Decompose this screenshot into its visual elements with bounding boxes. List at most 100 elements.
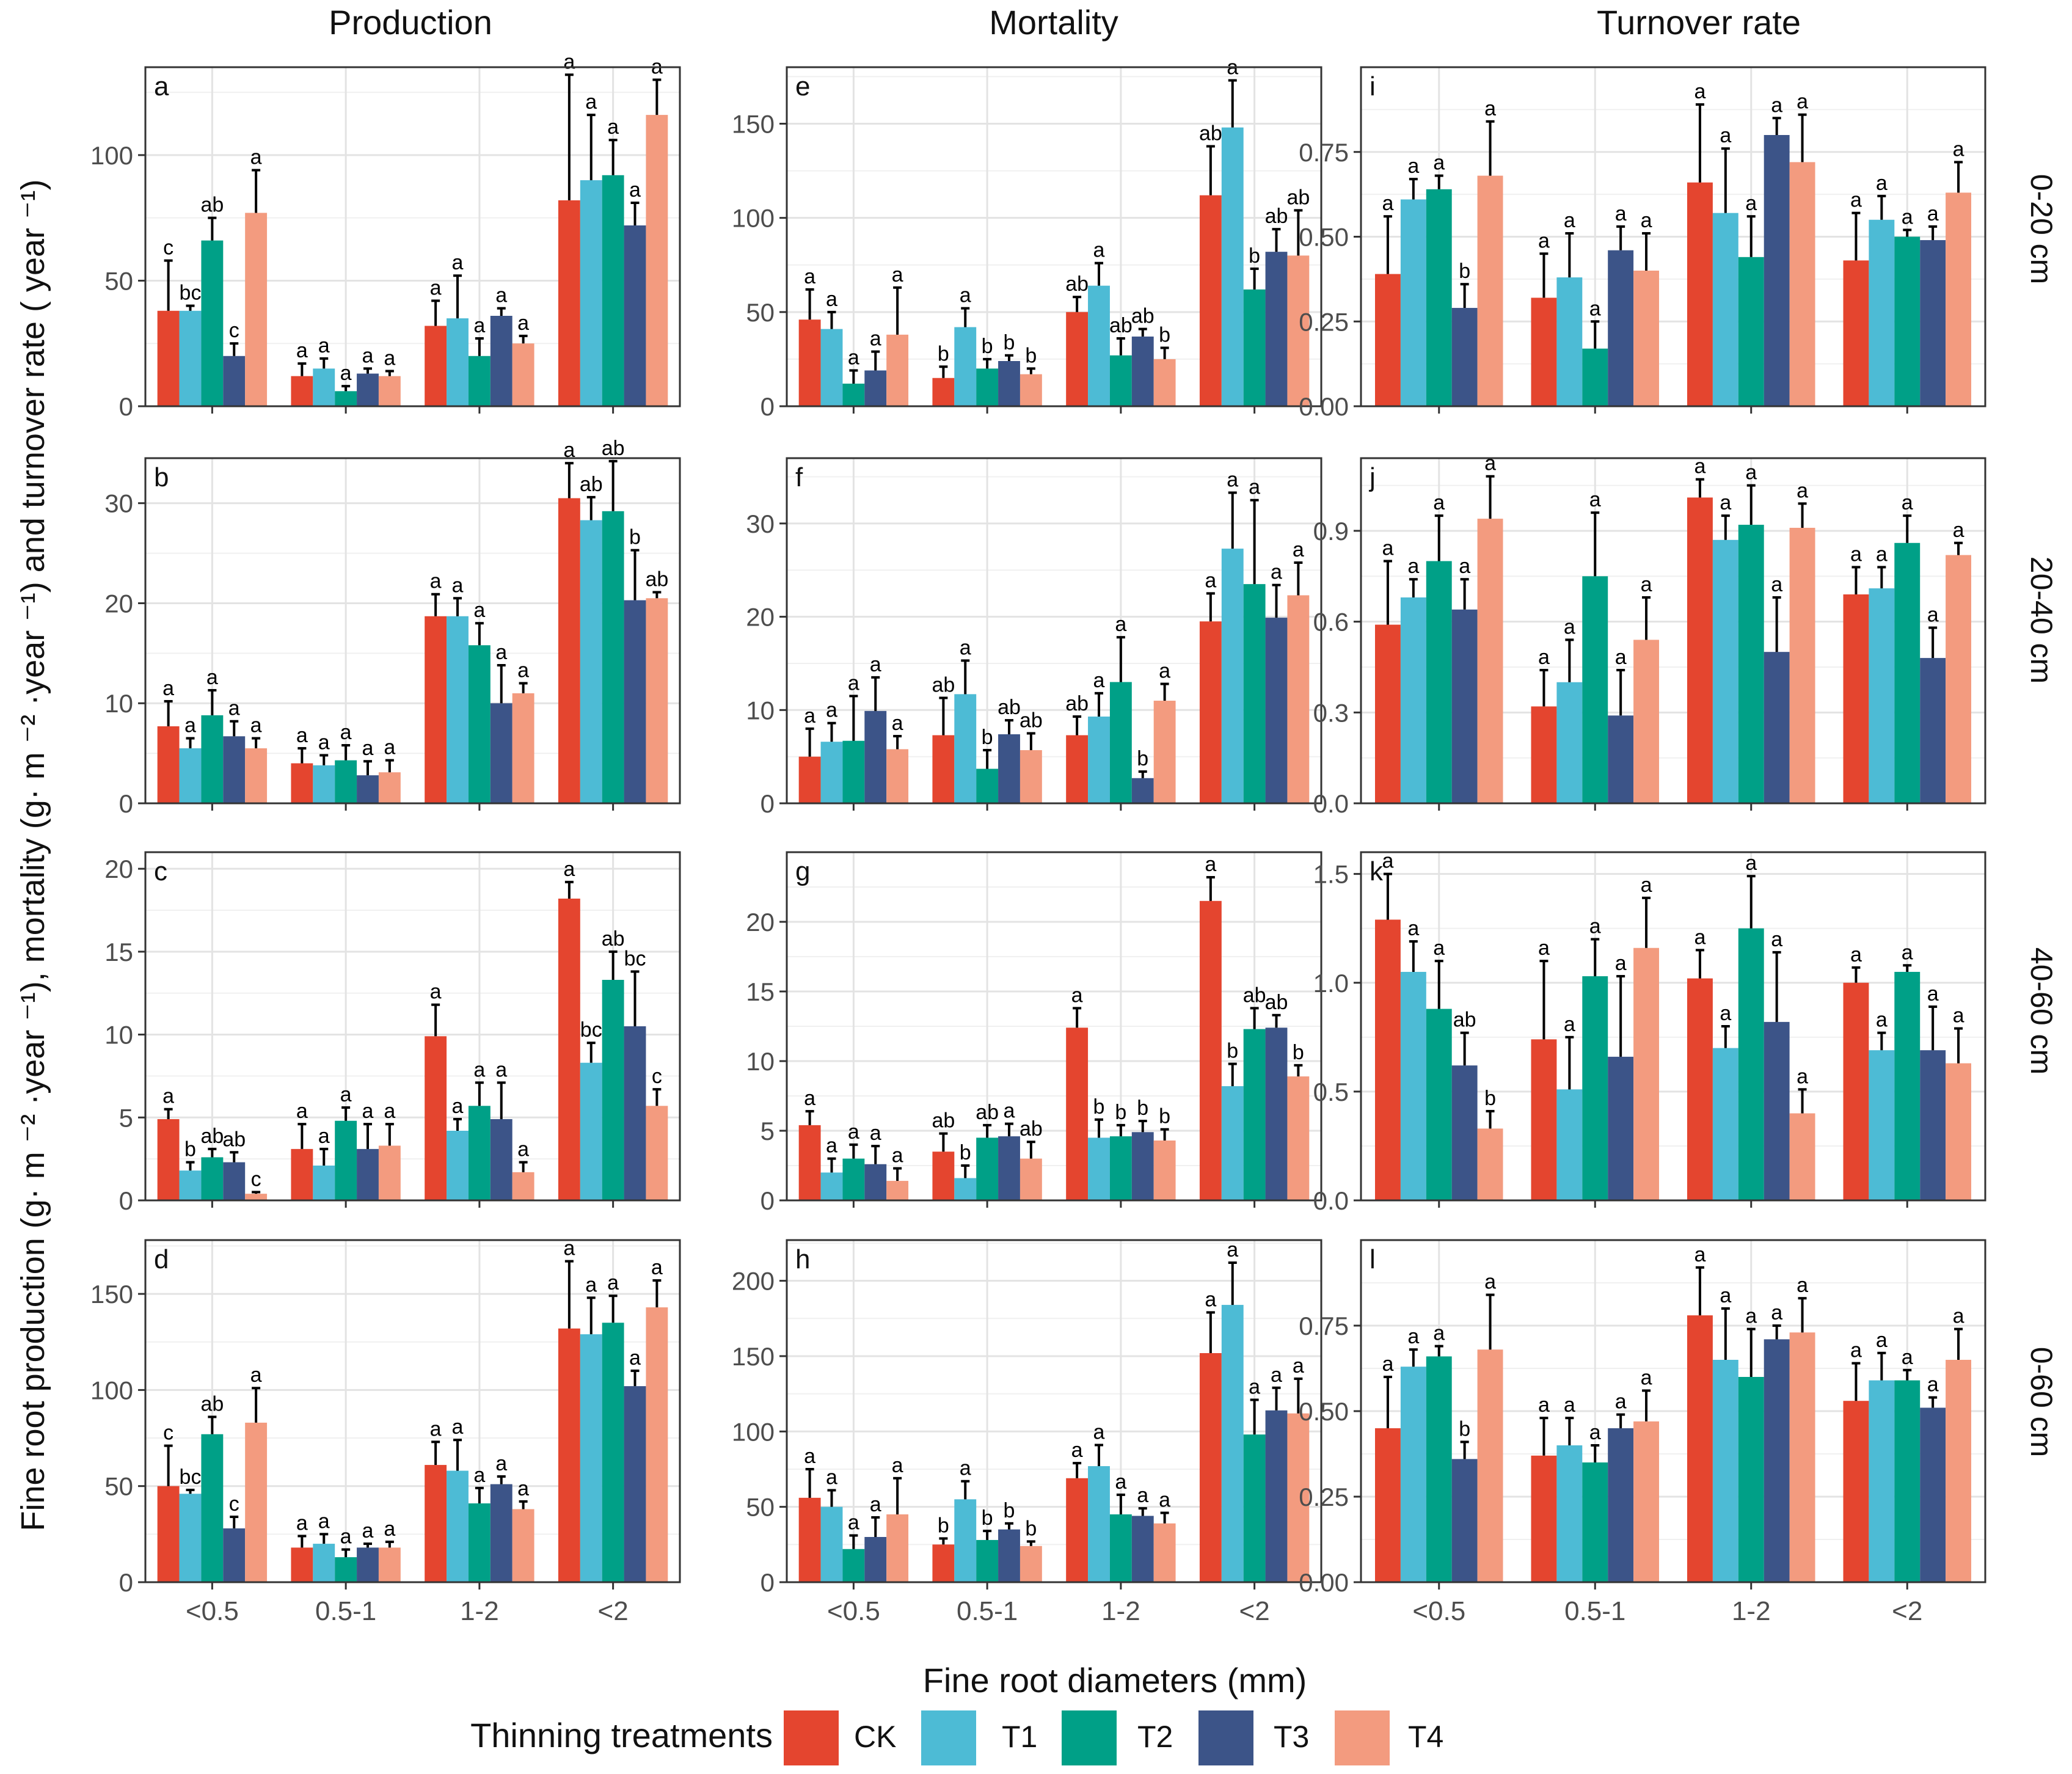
bar-T4-3 bbox=[646, 1106, 668, 1200]
bar-T2-2 bbox=[468, 1503, 491, 1582]
significance-letter: a bbox=[318, 1125, 330, 1148]
significance-letter: a bbox=[1382, 850, 1393, 873]
bar-T1-1 bbox=[313, 368, 335, 406]
bar-T3-3 bbox=[1920, 658, 1946, 803]
bar-T3-1 bbox=[1608, 1056, 1634, 1200]
legend-label-t4: T4 bbox=[1408, 1720, 1443, 1754]
y-tick-label: 5 bbox=[119, 1103, 133, 1132]
bar-T3-1 bbox=[998, 1136, 1020, 1200]
bar-T2-1 bbox=[976, 1137, 999, 1200]
significance-letter: a bbox=[960, 284, 971, 307]
bar-T3-3 bbox=[624, 1386, 646, 1582]
bar-T1-2 bbox=[1712, 539, 1738, 803]
significance-letter: a bbox=[1771, 1301, 1782, 1324]
panel-tag: c bbox=[154, 856, 167, 886]
bar-T4-2 bbox=[1789, 1332, 1815, 1582]
significance-letter: a bbox=[318, 1509, 330, 1533]
significance-letter: b bbox=[1025, 1517, 1037, 1540]
significance-letter: a bbox=[430, 1417, 442, 1440]
significance-letter: a bbox=[1720, 124, 1731, 147]
y-tick-label: 0 bbox=[119, 392, 133, 421]
bar-CK-0 bbox=[157, 1486, 180, 1582]
significance-letter: a bbox=[1564, 1013, 1575, 1036]
bar-CK-0 bbox=[798, 756, 821, 803]
bar-T3-3 bbox=[1265, 1410, 1288, 1582]
significance-letter: a bbox=[1159, 1489, 1170, 1512]
significance-letter: a bbox=[452, 1095, 464, 1118]
significance-letter: a bbox=[1071, 984, 1083, 1007]
bar-CK-2 bbox=[425, 326, 447, 406]
bar-T1-3 bbox=[1869, 1380, 1895, 1582]
x-tick-label: 1-2 bbox=[1732, 1596, 1771, 1626]
bar-T4-2 bbox=[1789, 1113, 1815, 1200]
significance-letter: a bbox=[1564, 1393, 1575, 1417]
legend-label-ck: CK bbox=[854, 1720, 896, 1754]
bar-CK-3 bbox=[1199, 621, 1222, 803]
bar-T3-1 bbox=[998, 361, 1020, 406]
bar-T1-0 bbox=[820, 742, 843, 803]
significance-letter: b bbox=[1004, 1499, 1015, 1522]
bar-T2-2 bbox=[1109, 1514, 1132, 1582]
bar-T2-0 bbox=[1426, 189, 1452, 406]
bar-T2-3 bbox=[602, 175, 624, 406]
bar-CK-1 bbox=[1531, 1039, 1557, 1200]
panel-border bbox=[786, 1239, 1322, 1583]
bar-T1-2 bbox=[1712, 213, 1738, 406]
bar-T2-3 bbox=[602, 511, 624, 803]
bar-T3-3 bbox=[1265, 618, 1288, 803]
significance-letter: a bbox=[1745, 1305, 1757, 1328]
bar-CK-0 bbox=[157, 310, 180, 406]
significance-letter: a bbox=[1694, 1243, 1705, 1266]
bar-T3-2 bbox=[490, 1484, 513, 1582]
significance-letter: a bbox=[1271, 561, 1282, 584]
significance-letter: a bbox=[1484, 97, 1496, 120]
significance-letter: a bbox=[1293, 538, 1304, 561]
y-tick-label: 100 bbox=[732, 204, 775, 233]
y-tick-label: 0.50 bbox=[1299, 223, 1349, 252]
y-tick-label: 150 bbox=[732, 110, 775, 139]
significance-letter: a bbox=[1797, 1274, 1808, 1297]
bar-T2-0 bbox=[201, 1434, 224, 1582]
significance-letter: a bbox=[1538, 1393, 1550, 1417]
bar-T4-0 bbox=[886, 1181, 909, 1200]
significance-letter: a bbox=[495, 284, 507, 307]
y-tick-label: 100 bbox=[90, 1376, 133, 1404]
bar-T2-3 bbox=[1243, 289, 1266, 406]
bar-T1-3 bbox=[1221, 549, 1244, 803]
bar-CK-1 bbox=[932, 378, 955, 406]
significance-letter: a bbox=[206, 666, 218, 689]
bar-T1-0 bbox=[179, 748, 202, 803]
bar-CK-1 bbox=[291, 376, 313, 406]
bar-T3-1 bbox=[357, 775, 379, 803]
significance-letter: ab bbox=[1265, 205, 1288, 228]
bar-T1-3 bbox=[1869, 588, 1895, 803]
bar-T1-0 bbox=[1400, 597, 1426, 803]
bar-T4-0 bbox=[886, 334, 909, 406]
significance-letter: ab bbox=[1199, 122, 1222, 145]
bar-T1-1 bbox=[313, 1166, 335, 1200]
bar-CK-0 bbox=[798, 1125, 821, 1200]
bar-T4-1 bbox=[1633, 1421, 1660, 1582]
significance-letter: a bbox=[1484, 452, 1496, 475]
bar-CK-2 bbox=[425, 1465, 447, 1582]
significance-letter: a bbox=[1382, 192, 1393, 215]
bar-T3-2 bbox=[1764, 135, 1790, 406]
y-tick-label: 10 bbox=[746, 1047, 775, 1076]
significance-letter: a bbox=[473, 599, 485, 622]
bar-T4-1 bbox=[378, 1547, 401, 1582]
bar-T1-0 bbox=[820, 1172, 843, 1200]
bar-T1-3 bbox=[580, 520, 602, 803]
bar-T4-3 bbox=[1287, 255, 1310, 406]
significance-letter: a bbox=[563, 439, 575, 462]
bar-T4-2 bbox=[1153, 359, 1176, 406]
bar-T2-1 bbox=[335, 1120, 357, 1200]
x-tick-label: <2 bbox=[598, 1596, 629, 1626]
significance-letter: a bbox=[1902, 205, 1913, 228]
bar-T3-2 bbox=[1764, 1021, 1790, 1200]
bar-T2-1 bbox=[976, 768, 999, 803]
y-tick-label: 20 bbox=[746, 908, 775, 936]
significance-letter: a bbox=[1093, 669, 1105, 692]
significance-letter: a bbox=[892, 1454, 903, 1477]
significance-letter: a bbox=[1902, 1346, 1913, 1369]
